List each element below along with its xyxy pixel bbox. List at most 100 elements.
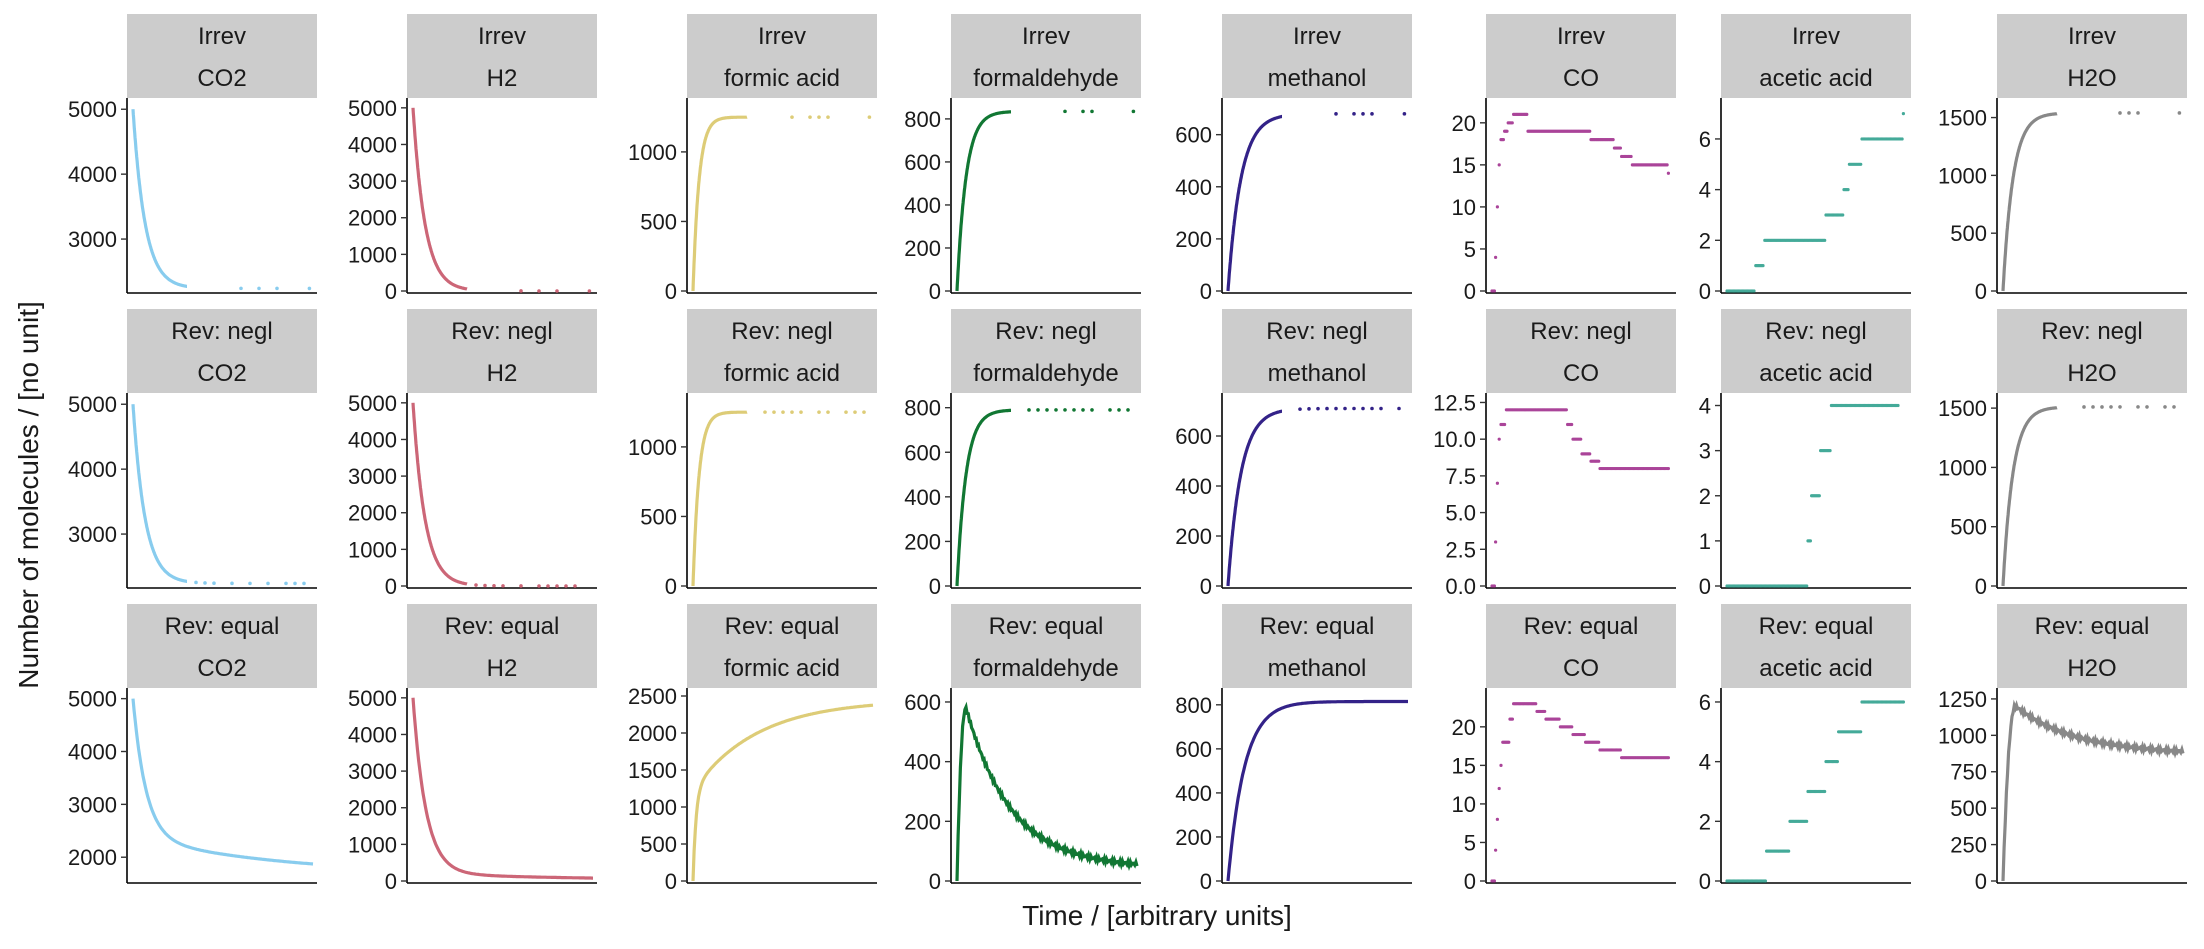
- data-point: [1298, 407, 1302, 411]
- data-point: [1588, 129, 1592, 133]
- panel-strip: [1997, 309, 2187, 393]
- data-point: [1334, 406, 1338, 411]
- y-tick-label: 400: [904, 193, 941, 218]
- y-tick-label: 10.0: [1433, 427, 1476, 452]
- panels-layer: IrrevCO2300040005000IrrevH20100020003000…: [68, 14, 2187, 894]
- panel-strip: [407, 14, 597, 98]
- data-point: [1597, 740, 1601, 744]
- strip-species-label: H2O: [2067, 360, 2116, 387]
- y-tick-label: 500: [640, 504, 677, 529]
- series-line: [131, 404, 188, 583]
- panel-1-1: Rev: negl H2 0 1000 2000 3000 4000 5000: [348, 309, 597, 599]
- panel-strip: [951, 14, 1141, 98]
- y-tick-label: 800: [904, 396, 941, 421]
- data-point: [826, 410, 830, 414]
- y-tick-label: 2: [1699, 809, 1711, 834]
- data-point: [1370, 112, 1374, 116]
- data-point: [1618, 146, 1622, 150]
- y-tick-label: 200: [1175, 825, 1212, 850]
- data-point: [1588, 452, 1592, 456]
- data-point: [862, 410, 866, 414]
- y-tick-label: 4000: [348, 427, 397, 452]
- panel-2-5: Rev: equal CO 0 5 10 15 20: [1452, 604, 1676, 894]
- strip-row-label: Rev: negl: [731, 318, 832, 345]
- data-point: [1499, 763, 1503, 767]
- data-point: [203, 581, 207, 585]
- data-point: [1808, 539, 1812, 543]
- panel-strip: [1721, 604, 1911, 688]
- panel-0-3: Irrev formaldehyde 0 200 400 600 800: [904, 14, 1141, 304]
- strip-species-label: acetic acid: [1759, 360, 1872, 387]
- panel-strip: [1721, 14, 1911, 98]
- data-point: [1666, 466, 1670, 471]
- strip-species-label: CO2: [197, 65, 246, 92]
- data-point: [1108, 408, 1112, 412]
- data-point: [1126, 408, 1130, 412]
- data-point: [194, 580, 198, 585]
- panel-2-6: Rev: equal acetic acid 0 2 4 6: [1699, 604, 1911, 894]
- data-point: [1817, 494, 1821, 498]
- data-point: [1117, 408, 1121, 412]
- panel-strip: [1721, 309, 1911, 393]
- data-point: [1835, 760, 1839, 764]
- panel-2-3: Rev: equal formaldehyde 0 200 400 600: [904, 604, 1141, 894]
- strip-species-label: CO2: [197, 360, 246, 387]
- data-point: [817, 115, 821, 119]
- data-point: [2118, 405, 2122, 409]
- y-tick-label: 3000: [68, 792, 117, 817]
- y-tick-label: 800: [904, 107, 941, 132]
- y-tick-label: 400: [904, 485, 941, 510]
- y-tick-label: 4000: [348, 132, 397, 157]
- strip-species-label: CO2: [197, 655, 246, 682]
- data-point: [826, 115, 830, 119]
- panel-strip: [687, 14, 877, 98]
- series-line: [691, 115, 748, 292]
- series-line: [411, 697, 593, 880]
- data-point: [1054, 408, 1058, 412]
- y-tick-label: 10: [1452, 195, 1476, 220]
- strip-species-label: methanol: [1268, 360, 1367, 387]
- y-tick-label: 4000: [68, 162, 117, 187]
- series-line: [691, 703, 874, 882]
- strip-species-label: CO: [1563, 655, 1599, 682]
- y-tick-label: 500: [1950, 796, 1987, 821]
- y-tick-label: 600: [1175, 424, 1212, 449]
- y-tick-label: 400: [1175, 175, 1212, 200]
- y-tick-label: 4: [1699, 394, 1711, 419]
- strip-row-label: Rev: negl: [1765, 318, 1866, 345]
- y-tick-label: 2000: [348, 796, 397, 821]
- panel-strip: [1486, 309, 1676, 393]
- y-tick-label: 5000: [68, 392, 117, 417]
- data-point: [1492, 289, 1496, 293]
- data-point: [1543, 709, 1547, 714]
- y-tick-label: 0: [665, 279, 677, 304]
- data-point: [790, 410, 794, 414]
- data-point: [1823, 789, 1827, 794]
- data-point: [1402, 112, 1407, 116]
- y-tick-label: 1000: [628, 795, 677, 820]
- data-point: [1805, 584, 1809, 588]
- y-tick-label: 1000: [348, 537, 397, 562]
- data-point: [867, 115, 872, 119]
- y-tick-label: 0: [1200, 279, 1212, 304]
- panel-2-0: Rev: equal CO2 2000 3000 4000 5000: [68, 604, 317, 884]
- y-tick-label: 200: [904, 809, 941, 834]
- panel-strip: [127, 604, 317, 688]
- y-tick-label: 20: [1452, 111, 1476, 136]
- y-tick-label: 5000: [68, 687, 117, 712]
- panel-0-4: Irrev methanol 0 200 400 600: [1175, 14, 1412, 304]
- panel-strip: [951, 309, 1141, 393]
- data-point: [1787, 849, 1791, 853]
- strip-row-label: Rev: equal: [1524, 613, 1639, 640]
- data-point: [1494, 255, 1498, 259]
- strip-row-label: Rev: negl: [1266, 318, 1367, 345]
- y-tick-label: 0: [1699, 574, 1711, 599]
- y-tick-label: 1250: [1938, 687, 1987, 712]
- data-point: [1370, 406, 1374, 411]
- y-tick-label: 0: [1200, 574, 1212, 599]
- data-point: [537, 584, 541, 588]
- panel-1-6: Rev: negl acetic acid 0 1 2 3 4: [1699, 309, 1911, 599]
- panel-2-1: Rev: equal H2 0 1000 2000 3000 4000 5000: [348, 604, 597, 894]
- y-tick-label: 0: [929, 574, 941, 599]
